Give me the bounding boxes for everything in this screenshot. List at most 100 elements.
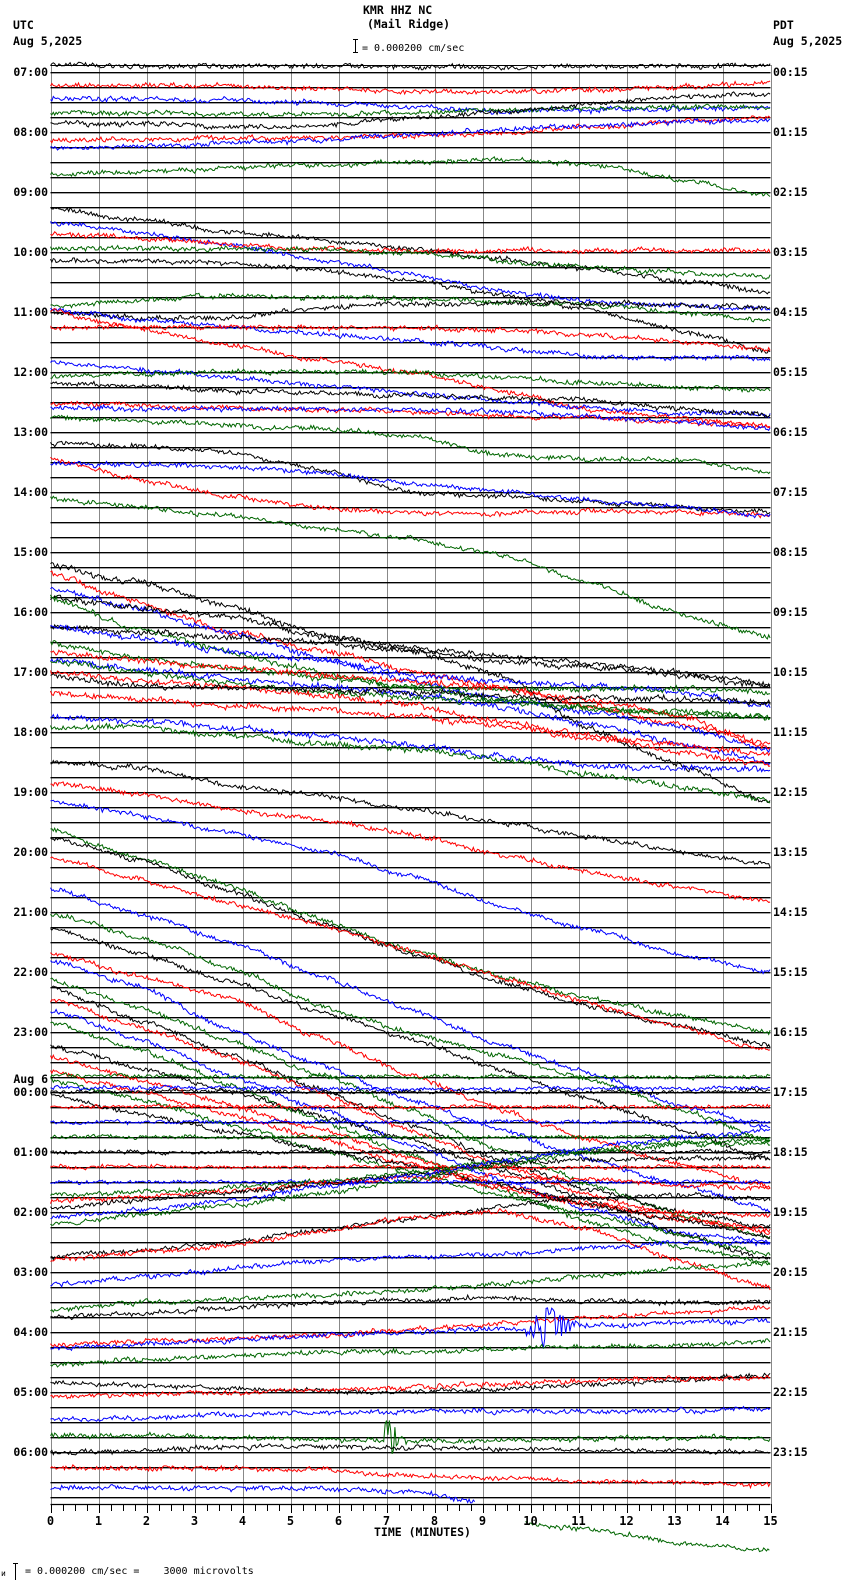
pdt-hour-label: 15:15: [773, 965, 808, 980]
seismic-trace: [50, 659, 771, 721]
seismic-trace: [50, 586, 771, 754]
utc-hour-label: 07:00: [13, 65, 48, 80]
pdt-hour-label: 07:15: [773, 485, 808, 500]
seismic-trace: [50, 998, 771, 1234]
seismic-trace: [50, 1133, 771, 1141]
seismic-trace: [50, 299, 771, 323]
seismic-trace: [50, 670, 771, 757]
seismic-trace: [50, 1137, 771, 1198]
seismic-trace: [50, 856, 771, 1051]
seismic-trace: [50, 1483, 476, 1504]
seismic-trace: [50, 80, 771, 96]
seismic-trace: [50, 440, 771, 515]
seismic-trace: [50, 456, 771, 519]
utc-hour-label: 20:00: [13, 845, 48, 860]
pdt-hour-label: 19:15: [773, 1205, 808, 1220]
minute-tick-label: 14: [715, 1514, 730, 1528]
seismic-trace: [50, 155, 771, 197]
pdt-hour-label: 09:15: [773, 605, 808, 620]
seismic-trace: [50, 307, 771, 362]
pdt-hour-label: 11:15: [773, 725, 808, 740]
minute-tick-label: 10: [523, 1514, 538, 1528]
pdt-hour-label: 10:15: [773, 665, 808, 680]
minute-tick-label: 8: [430, 1514, 439, 1528]
seismic-trace: [50, 367, 771, 393]
pdt-hour-label: 17:15: [773, 1085, 808, 1100]
utc-hour-label: 03:00: [13, 1265, 48, 1280]
utc-hour-label: 14:00: [13, 485, 48, 500]
seismic-trace: [50, 562, 771, 688]
seismic-trace: [50, 887, 771, 1129]
seismic-trace: [50, 649, 771, 750]
station-title: KMR HHZ NC: [363, 3, 433, 17]
minute-tick-label: 6: [334, 1514, 343, 1528]
seismic-trace: [50, 690, 771, 767]
minute-tick-label: 12: [619, 1514, 634, 1528]
minute-tick-label: 7: [382, 1514, 391, 1528]
seismic-trace: [50, 103, 771, 118]
utc-hour-label: 01:00: [13, 1145, 48, 1160]
seismic-trace: [50, 1307, 771, 1352]
time-axis: [50, 1503, 772, 1513]
utc-hour-label: 21:00: [13, 905, 48, 920]
seismic-trace: [50, 1078, 771, 1258]
seismic-trace: [50, 781, 771, 903]
seismic-trace: [50, 836, 771, 1048]
seismic-trace: [50, 1338, 771, 1368]
pdt-hour-label: 20:15: [773, 1265, 808, 1280]
minute-tick-label: 4: [238, 1514, 247, 1528]
utc-hour-label: 00:00: [13, 1085, 48, 1100]
minute-tick-label: 3: [190, 1514, 199, 1528]
utc-hour-label: 16:00: [13, 605, 48, 620]
utc-hour-label: 18:00: [13, 725, 48, 740]
seismic-trace: [50, 1118, 771, 1126]
pdt-hour-label: 16:15: [773, 1025, 808, 1040]
seismic-trace: [50, 1405, 771, 1423]
right-timezone: PDT: [773, 18, 794, 32]
seismic-trace: [50, 117, 771, 151]
seismic-trace: [50, 1260, 771, 1313]
seismic-trace: [50, 1069, 771, 1235]
seismic-trace: [50, 985, 771, 1229]
minute-tick-label: 0: [46, 1514, 55, 1528]
left-date: Aug 5,2025: [13, 34, 83, 48]
seismic-trace: [50, 1239, 771, 1288]
seismic-trace: [50, 460, 771, 519]
utc-hour-label: 06:00: [13, 1445, 48, 1460]
seismic-trace: [50, 1207, 771, 1291]
seismic-trace: [50, 1372, 771, 1396]
utc-hour-label: 13:00: [13, 425, 48, 440]
utc-hour-label: 19:00: [13, 785, 48, 800]
seismic-trace: [50, 722, 771, 804]
utc-hour-label: 02:00: [13, 1205, 48, 1220]
pdt-hour-label: 08:15: [773, 545, 808, 560]
minute-tick-label: 13: [667, 1514, 682, 1528]
pdt-hour-label: 05:15: [773, 365, 808, 380]
station-location: (Mail Ridge): [367, 17, 451, 31]
scale-text: = 0.000200 cm/sec: [362, 43, 465, 54]
pdt-hour-label: 18:15: [773, 1145, 808, 1160]
seismic-trace: [50, 657, 771, 766]
seismic-trace: [525, 1521, 770, 1553]
seismic-trace: [50, 495, 771, 640]
seismic-trace: [50, 913, 771, 1143]
pdt-hour-label: 03:15: [773, 245, 808, 260]
seismic-trace: [50, 1092, 771, 1239]
pdt-hour-label: 23:15: [773, 1445, 808, 1460]
seismic-trace: [50, 1128, 771, 1220]
seismic-trace: [50, 1072, 771, 1081]
seismic-trace: [50, 1154, 771, 1211]
seismic-trace: [50, 1443, 771, 1456]
seismic-trace: [50, 1084, 771, 1093]
utc-hour-label: 11:00: [13, 305, 48, 320]
seismic-trace: [50, 1420, 771, 1454]
footer-scale-text: = 0.000200 cm/sec = 3000 microvolts: [25, 1566, 254, 1577]
seismic-trace: [50, 322, 771, 353]
utc-hour-label: 05:00: [13, 1385, 48, 1400]
pdt-hour-label: 06:15: [773, 425, 808, 440]
pdt-hour-label: 14:15: [773, 905, 808, 920]
seismic-trace: [50, 244, 771, 281]
seismic-trace: [50, 292, 771, 323]
